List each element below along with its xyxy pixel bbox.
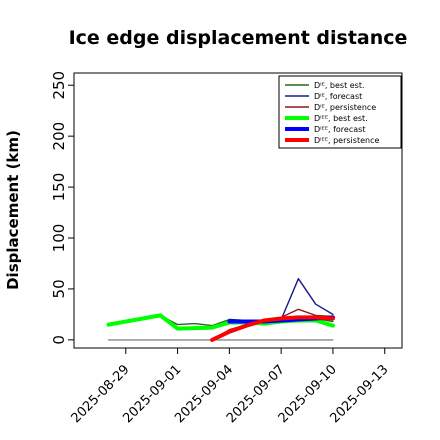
y-tick-label: 100 [50,224,68,253]
series-line [211,308,334,341]
y-tick-label: 150 [50,173,68,202]
legend-label: Dᴵᴱ, best est. [314,81,365,90]
y-tick-label: 250 [50,71,68,100]
legend-label: Dᴵᴱ, forecast [314,92,362,101]
y-axis-label: Displacement (km) [4,130,22,290]
y-tick-label: 50 [50,279,68,298]
legend-label: Dᴵᴱᴱ, persistence [314,136,379,145]
chart-title: Ice edge displacement distance [69,27,408,49]
legend: Dᴵᴱ, best est. Dᴵᴱ, forecast Dᴵᴱ, persiste… [278,75,402,149]
plot-frame [73,72,403,349]
y-axis: 0 50 100 150 200 250 [50,71,74,345]
legend-label: Dᴵᴱ, persistence [314,103,376,112]
legend-label: Dᴵᴱᴱ, forecast [314,125,365,134]
y-tick-label: 200 [50,122,68,151]
legend-label: Dᴵᴱᴱ, best est. [314,114,368,123]
series-group [106,278,335,342]
x-axis: 2025-08-292025-09-012025-09-042025-09-07… [69,348,392,426]
legend-box [278,75,402,149]
y-tick-label: 0 [50,335,68,345]
series-line [210,315,335,342]
